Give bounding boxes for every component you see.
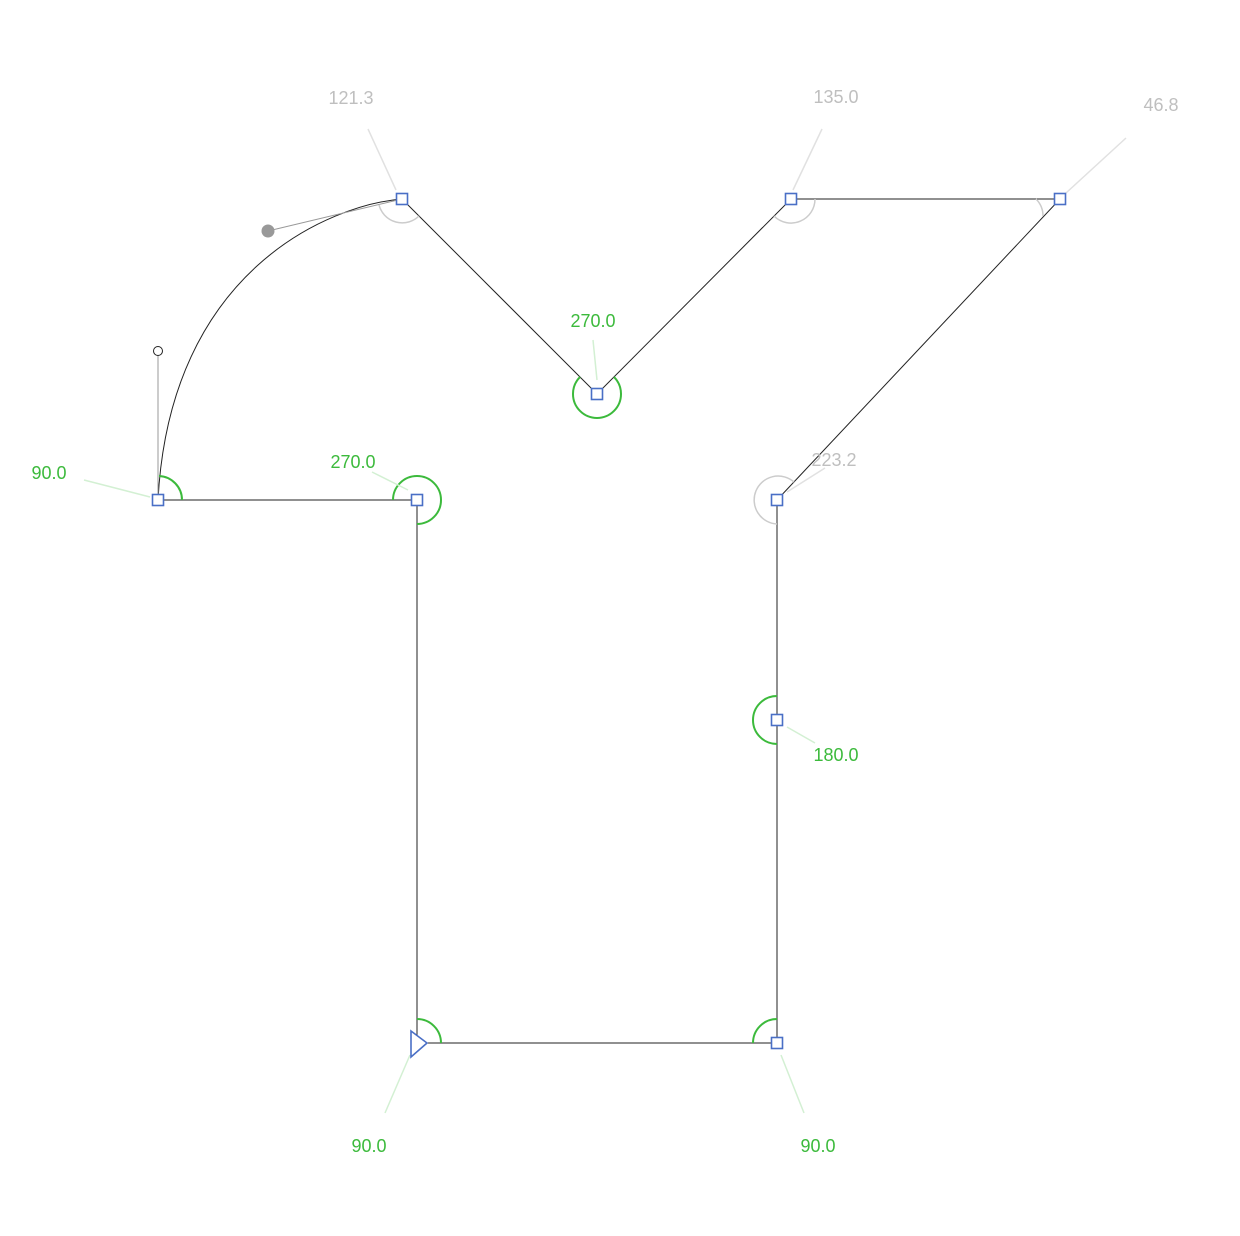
segment-valley-right[interactable] xyxy=(596,198,792,395)
leader-top-mid-right xyxy=(792,128,823,191)
leader-top-left xyxy=(367,128,397,191)
node-left[interactable] xyxy=(151,493,165,507)
node-top-mid-right[interactable] xyxy=(784,192,798,206)
angle-arc-left xyxy=(158,475,184,501)
bezier-handles xyxy=(153,198,403,500)
angle-label-inner-right: 223.2 xyxy=(811,450,856,470)
angle-label-start: 90.0 xyxy=(351,1136,386,1156)
angle-labels: 90.0 90.0 180.0 223.2 46.8 135.0 270.0 1… xyxy=(31,87,1178,1156)
angle-arc-inner-right xyxy=(753,475,795,525)
leader-top-right xyxy=(1065,137,1127,194)
angle-leaders xyxy=(83,128,1127,1114)
angle-arcs xyxy=(158,198,1044,1044)
angle-label-left: 90.0 xyxy=(31,463,66,483)
leader-bottom-right xyxy=(780,1054,805,1114)
handle-point-top[interactable] xyxy=(261,224,275,238)
node-valley[interactable] xyxy=(590,387,604,401)
start-node-triangle[interactable] xyxy=(410,1029,429,1059)
node-inner-left[interactable] xyxy=(410,493,424,507)
angle-arc-mid-right xyxy=(752,695,778,745)
angle-label-inner-left: 270.0 xyxy=(330,452,375,472)
handle-line-top xyxy=(267,198,403,232)
angle-arc-top-mid-right xyxy=(773,198,816,224)
angle-arc-valley xyxy=(572,376,622,419)
handle-point-left[interactable] xyxy=(153,346,163,356)
segment-valley-left[interactable] xyxy=(401,198,598,395)
node-top-right[interactable] xyxy=(1053,192,1067,206)
leader-left xyxy=(83,479,151,498)
segment-diagonal-right[interactable] xyxy=(776,198,1061,501)
path-nodes xyxy=(151,192,1067,1059)
angle-label-valley: 270.0 xyxy=(570,311,615,331)
leader-valley xyxy=(592,339,598,381)
angle-label-bottom-right: 90.0 xyxy=(800,1136,835,1156)
leader-inner-right xyxy=(786,467,826,493)
angle-label-mid-right: 180.0 xyxy=(813,745,858,765)
angle-label-top-mid-right: 135.0 xyxy=(813,87,858,107)
angle-arc-top-right xyxy=(1035,198,1044,217)
angle-arc-bottom-right xyxy=(752,1018,778,1044)
node-inner-right[interactable] xyxy=(770,493,784,507)
node-bottom-right[interactable] xyxy=(770,1036,784,1050)
angle-label-top-left: 121.3 xyxy=(328,88,373,108)
angle-label-top-right: 46.8 xyxy=(1143,95,1178,115)
leader-start xyxy=(384,1054,411,1114)
node-mid-right[interactable] xyxy=(770,713,784,727)
node-top-left[interactable] xyxy=(395,192,409,206)
angle-arc-top-left xyxy=(378,204,420,224)
path-outline xyxy=(157,198,1061,1044)
segment-curve[interactable] xyxy=(157,198,403,501)
angle-arc-start xyxy=(416,1018,442,1044)
leader-mid-right xyxy=(786,726,816,744)
leader-inner-left xyxy=(371,471,409,491)
